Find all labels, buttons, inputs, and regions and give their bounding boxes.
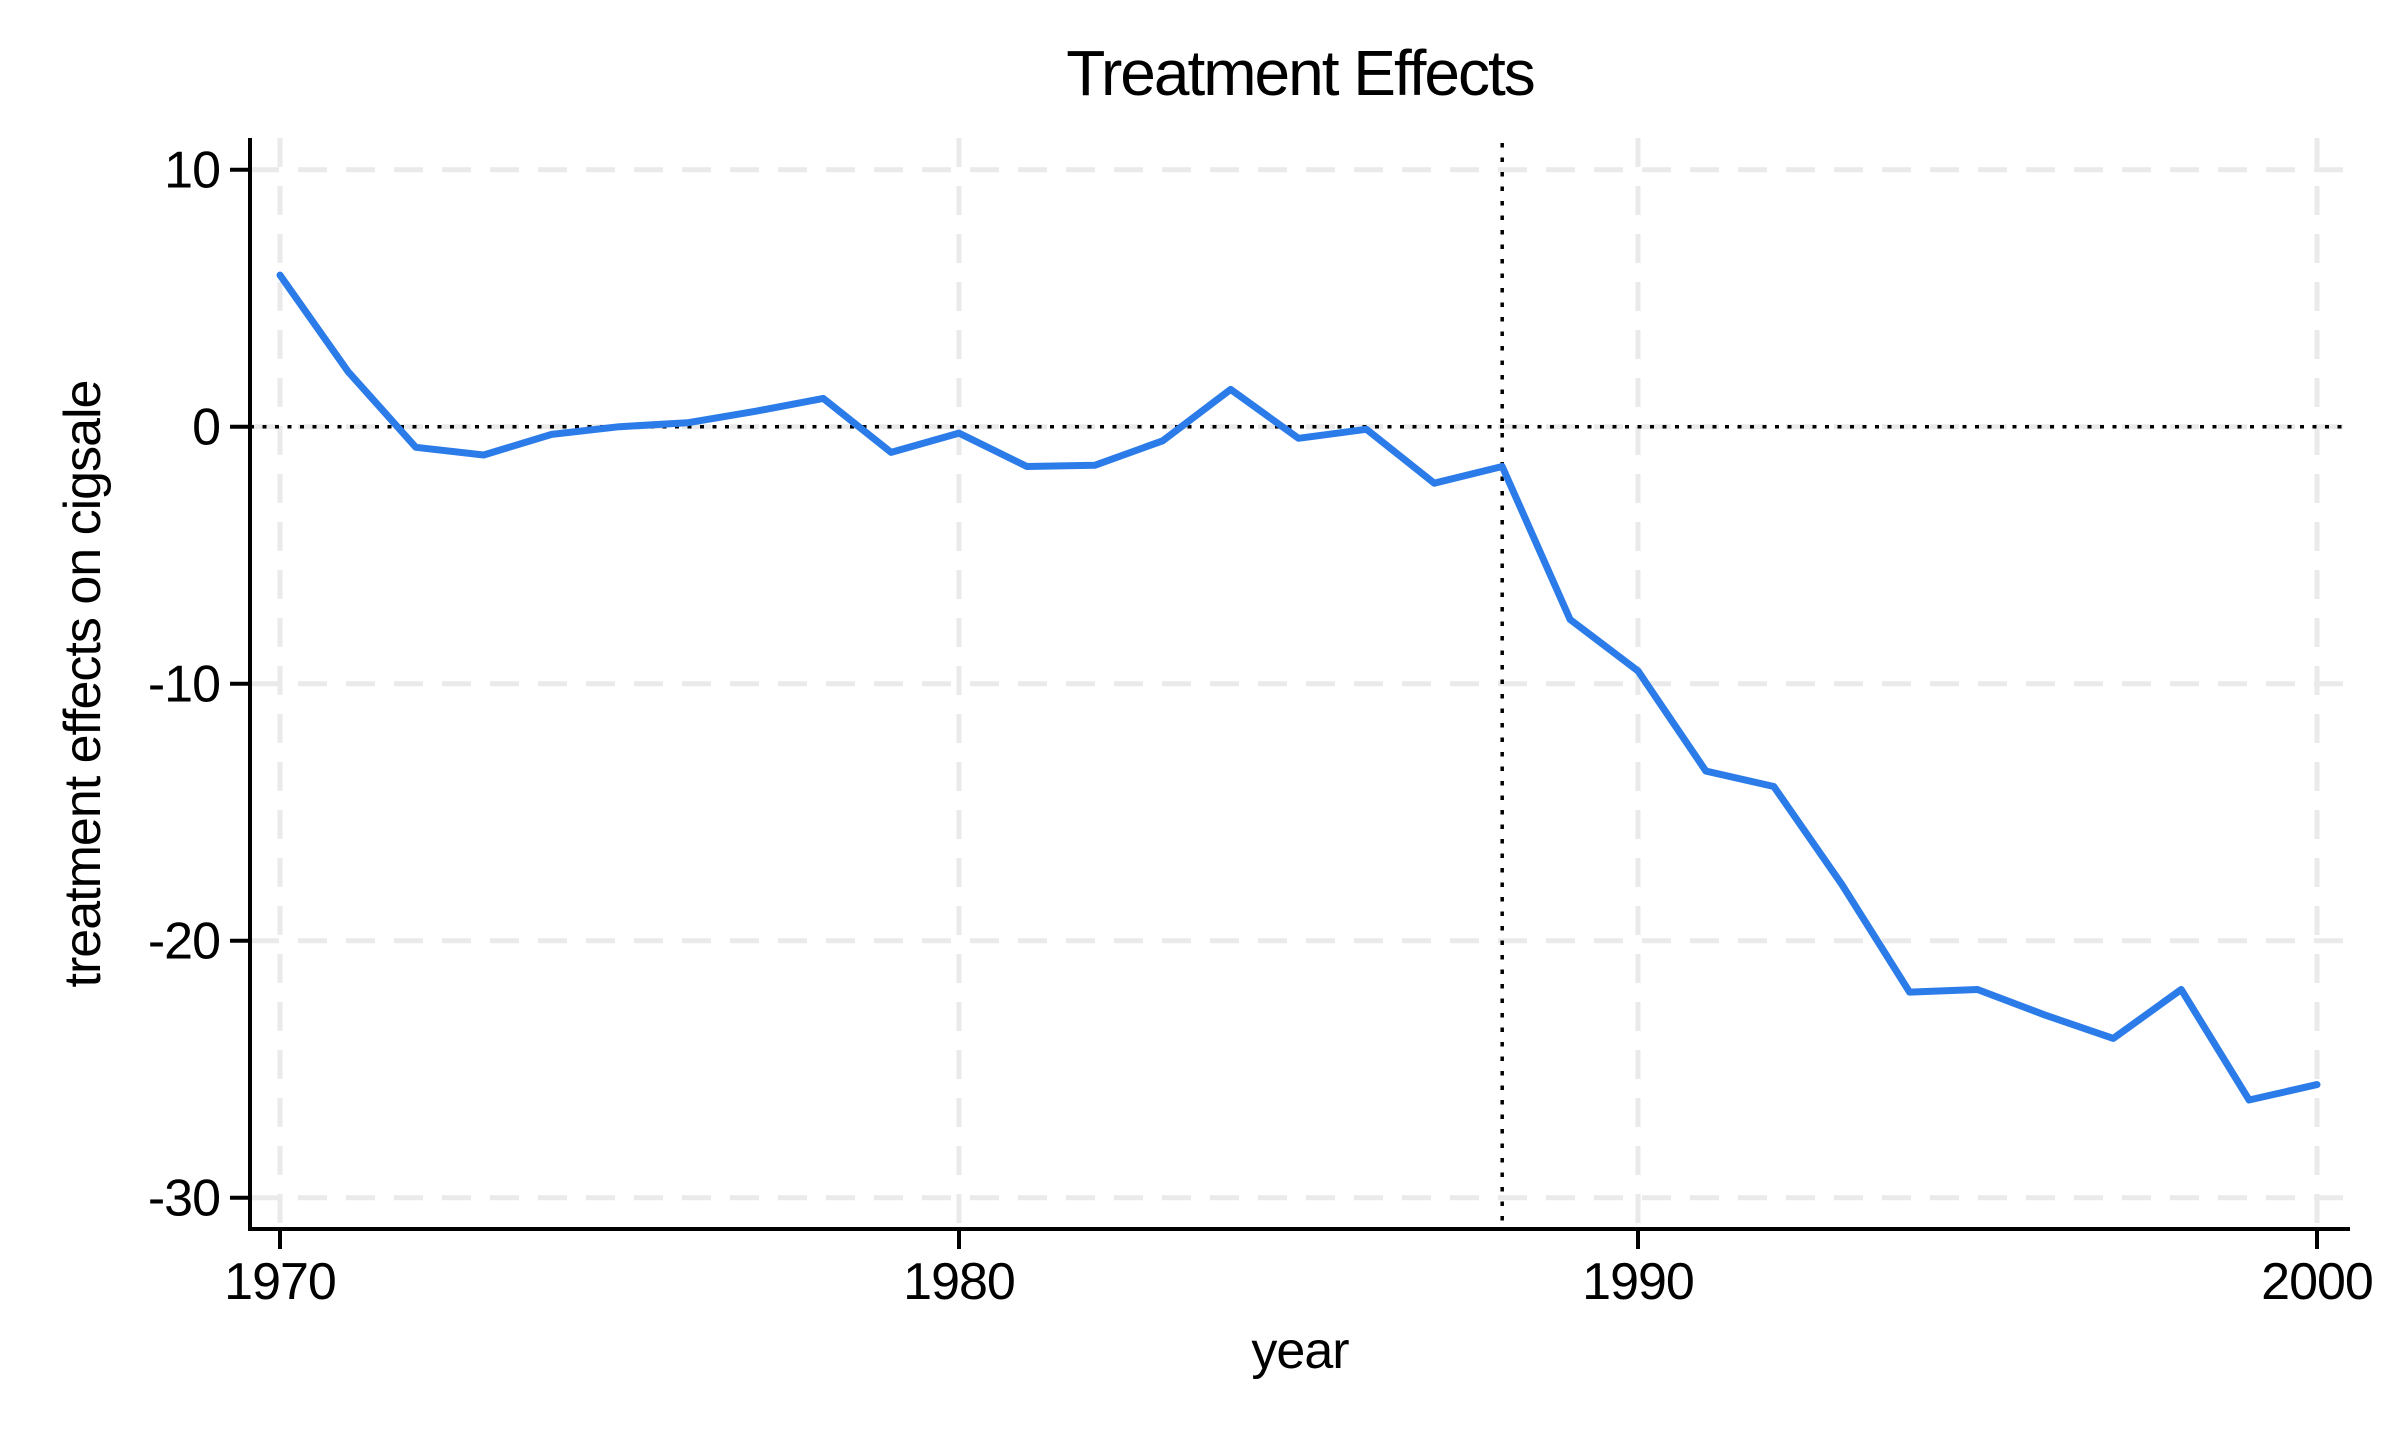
y-tick-label: 10 (164, 142, 220, 200)
y-tick-label: -30 (148, 1170, 220, 1228)
series-lines (276, 271, 2321, 1104)
x-axis-label: year (1251, 1322, 1349, 1380)
x-tick-label: 2000 (2261, 1253, 2373, 1311)
gridlines (250, 138, 2348, 1229)
x-tick-label: 1990 (1582, 1253, 1694, 1311)
tick-marks (230, 167, 2319, 1249)
y-tick-label: 0 (192, 399, 220, 457)
x-tick-label: 1970 (224, 1253, 336, 1311)
y-tick-label: -20 (148, 913, 220, 971)
x-tick-label: 1980 (903, 1253, 1015, 1311)
y-axis-label: treatment effects on cigsale (54, 381, 112, 988)
series-line-treatment-effect-gap (276, 271, 2321, 1104)
y-tick-label: -10 (148, 656, 220, 714)
chart-title: Treatment Effects (1066, 37, 1534, 109)
